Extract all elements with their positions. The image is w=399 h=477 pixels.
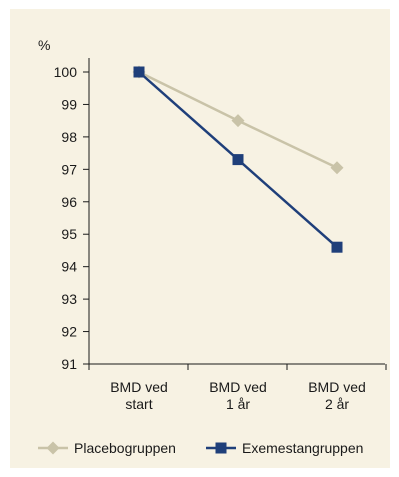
data-series bbox=[132, 65, 344, 253]
y-tick-label: 93 bbox=[61, 291, 77, 307]
y-axis-unit-label: % bbox=[38, 37, 50, 53]
x-tick-label: BMD ved 1 år bbox=[209, 379, 267, 412]
x-tick-label-line: BMD ved bbox=[308, 379, 366, 395]
data-point bbox=[133, 66, 145, 78]
legend: Placebogruppen Exemestangruppen bbox=[38, 440, 363, 456]
y-tick-label: 96 bbox=[61, 194, 77, 210]
x-tick-label: BMD ved start bbox=[110, 379, 168, 412]
x-tick-label-line: 1 år bbox=[226, 396, 250, 412]
y-tick-label: 99 bbox=[61, 96, 77, 112]
x-tick-label: BMD ved 2 år bbox=[308, 379, 366, 412]
legend-marker bbox=[215, 442, 227, 454]
y-ticks: 91 92 93 94 95 96 97 98 99 100 bbox=[54, 64, 89, 372]
data-point bbox=[330, 161, 344, 175]
data-point bbox=[232, 154, 244, 166]
legend-item: Placebogruppen bbox=[38, 440, 176, 456]
y-tick-label: 97 bbox=[61, 161, 77, 177]
data-point bbox=[231, 114, 245, 128]
chart-axes bbox=[88, 58, 385, 365]
y-tick-label: 92 bbox=[61, 324, 77, 340]
series-Exemestangruppen bbox=[133, 66, 343, 253]
legend-item: Exemestangruppen bbox=[206, 440, 363, 456]
y-tick-label: 100 bbox=[54, 64, 78, 80]
y-tick-label: 95 bbox=[61, 226, 77, 242]
legend-label: Placebogruppen bbox=[74, 440, 176, 456]
x-tick-label-line: BMD ved bbox=[209, 379, 267, 395]
y-tick-label: 94 bbox=[61, 259, 77, 275]
legend-label: Exemestangruppen bbox=[242, 440, 363, 456]
x-tick-label-line: BMD ved bbox=[110, 379, 168, 395]
y-tick-label: 91 bbox=[61, 356, 77, 372]
x-tick-label-line: start bbox=[125, 396, 152, 412]
x-tick-label-line: 2 år bbox=[325, 396, 349, 412]
data-point bbox=[331, 241, 343, 253]
legend-marker bbox=[46, 441, 60, 455]
y-tick-label: 98 bbox=[61, 129, 77, 145]
